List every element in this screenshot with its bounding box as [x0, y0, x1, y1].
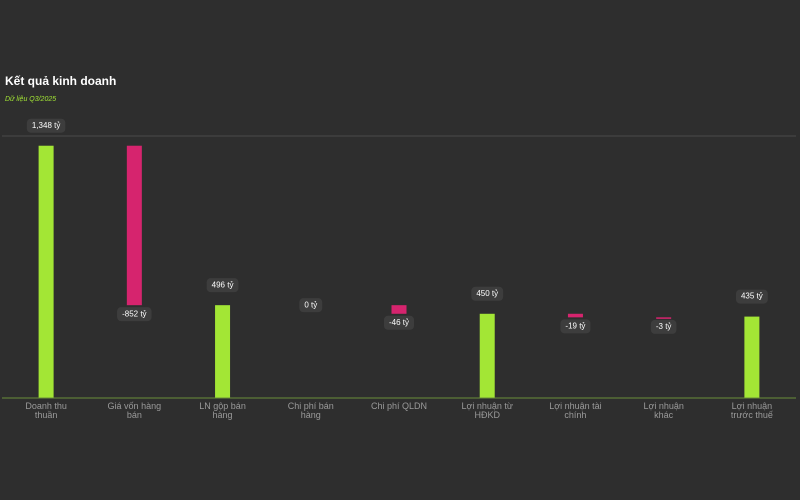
x-tick-label-line: Lợi nhuận từ — [461, 401, 512, 411]
x-tick-label-line: Lợi nhuận tài — [549, 401, 601, 411]
x-tick-label: Lợi nhuận trước thuế — [731, 401, 773, 420]
value-label-box — [471, 286, 504, 301]
value-label-text: 496 tỷ — [212, 280, 234, 289]
x-tick-label-line: bán — [127, 410, 142, 420]
x-tick-label-line: hàng — [301, 410, 321, 420]
chart-subtitle: Dữ liệu Q3/2025 — [5, 96, 56, 103]
x-tick-label-line: Lợi nhuận — [732, 401, 772, 411]
value-label-box — [735, 289, 768, 304]
x-tick-label: Giá vốn hàng bán — [108, 401, 162, 420]
bar — [479, 313, 495, 398]
value-label: 435 tỷ — [735, 289, 768, 304]
x-tick-label-line: khác — [654, 410, 674, 420]
value-label-text: -19 tỷ — [565, 321, 585, 330]
bar — [744, 316, 760, 398]
value-label: -3 tỷ — [650, 319, 677, 334]
value-label-box — [299, 298, 323, 313]
value-label-box — [383, 315, 415, 330]
x-tick-label-line: chính — [564, 410, 586, 420]
value-label-box — [206, 278, 239, 293]
value-label-text: 435 tỷ — [741, 292, 763, 301]
value-label-box — [650, 319, 677, 334]
value-label-text: 450 tỷ — [476, 289, 498, 298]
bar — [656, 317, 672, 319]
value-label-text: -46 tỷ — [389, 318, 409, 327]
value-label-box — [117, 307, 152, 322]
value-label: 0 tỷ — [299, 298, 323, 313]
bar — [567, 313, 583, 318]
bar — [215, 305, 231, 398]
x-tick-label-line: Chi phí QLDN — [371, 401, 427, 411]
value-label-text: -3 tỷ — [656, 322, 672, 331]
x-tick-label: Lợi nhuận từ HĐKD — [461, 401, 512, 420]
x-tick-label-line: Doanh thu — [25, 401, 67, 411]
x-tick-label-line: Giá vốn hàng — [108, 401, 162, 411]
x-tick-label-line: Lợi nhuận — [643, 401, 683, 411]
value-label: -46 tỷ — [383, 315, 415, 330]
x-tick-label-line: thuần — [35, 410, 58, 420]
x-tick-label: Chi phí QLDN — [371, 401, 427, 411]
x-tick-label-line: trước thuế — [731, 410, 773, 420]
value-label-text: -852 tỷ — [122, 309, 146, 318]
x-tick-label-line: Chi phí bán — [288, 401, 334, 411]
value-label: 1,348 tỷ — [26, 118, 66, 133]
x-tick-label-line: HĐKD — [474, 410, 500, 420]
bar — [38, 145, 54, 398]
x-tick-label-line: hàng — [213, 410, 233, 420]
value-label-text: 0 tỷ — [304, 300, 317, 309]
value-label-box — [560, 319, 591, 334]
x-tick-label: Lợi nhuận khác — [643, 401, 683, 420]
x-tick-label: Lợi nhuận tài chính — [549, 401, 601, 420]
value-label: 450 tỷ — [471, 286, 504, 301]
x-tick-label: Chi phí bán hàng — [288, 401, 334, 420]
x-tick-label: LN gộp bán hàng — [199, 401, 246, 420]
value-label: 496 tỷ — [206, 278, 239, 293]
value-label: -852 tỷ — [117, 307, 152, 322]
x-tick-label: Doanh thu thuần — [25, 401, 67, 420]
chart-title: Kết quả kinh doanh — [5, 74, 116, 88]
bar — [391, 305, 407, 314]
x-tick-label-line: LN gộp bán — [199, 401, 246, 411]
value-label-box — [26, 118, 66, 133]
bar — [126, 145, 142, 306]
value-label: -19 tỷ — [560, 319, 591, 334]
value-label-text: 1,348 tỷ — [32, 121, 60, 130]
